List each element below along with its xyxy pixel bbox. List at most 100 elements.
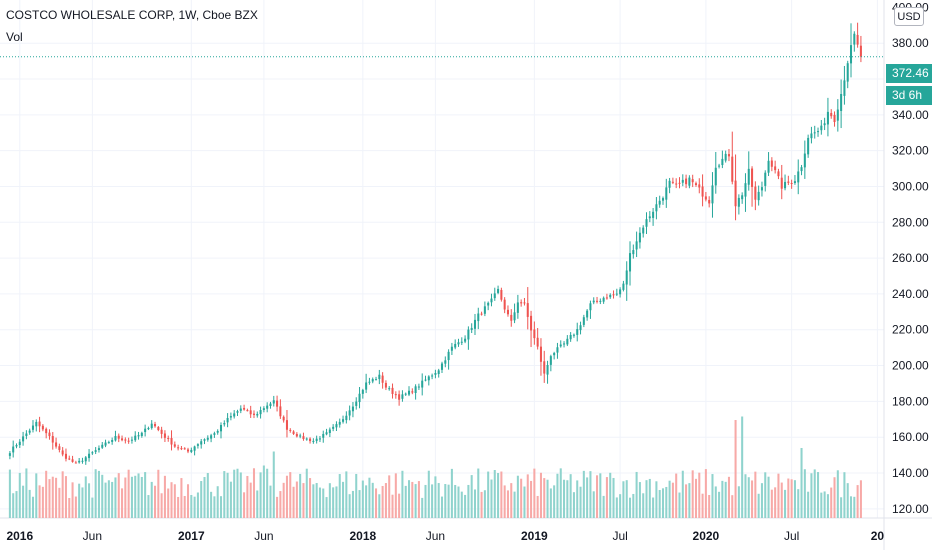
volume-bar	[177, 496, 180, 518]
volume-bar	[737, 486, 740, 518]
volume-bar	[190, 494, 193, 518]
volume-bar	[81, 487, 84, 518]
volume-bar	[553, 485, 556, 518]
candle-body	[859, 45, 862, 57]
volume-bar	[704, 469, 707, 518]
volume-bar	[111, 481, 114, 518]
candle-body	[31, 425, 35, 430]
candle-body	[88, 453, 91, 459]
candle-body	[8, 453, 11, 456]
candle-body	[68, 458, 71, 460]
candle-body	[371, 379, 374, 382]
volume-bar	[186, 484, 190, 518]
candle-body	[328, 429, 331, 433]
volume-bar	[295, 481, 298, 518]
volume-bar	[305, 468, 308, 518]
volume-bar	[744, 474, 747, 518]
candle-body	[635, 241, 638, 250]
volume-bar	[470, 475, 473, 518]
volume-bar	[302, 483, 305, 518]
candle-body	[190, 449, 193, 452]
candle-body	[460, 341, 463, 343]
candle-body	[58, 446, 61, 450]
volume-bar	[619, 494, 622, 518]
volume-bar	[764, 472, 767, 518]
volume-bar	[421, 497, 424, 518]
candle-body	[764, 172, 767, 186]
volume-bar	[694, 478, 698, 518]
candle-body	[810, 133, 813, 139]
candle-body	[101, 444, 104, 448]
volume-bar	[266, 468, 269, 518]
volume-bar	[543, 478, 546, 518]
volume-bar	[394, 473, 397, 518]
volume-bar	[68, 497, 71, 518]
candle-body	[648, 216, 651, 219]
volume-bar	[233, 469, 236, 518]
candle-body	[421, 380, 424, 388]
volume-bar	[770, 489, 773, 518]
price-tick-label: 280.00	[892, 215, 929, 229]
time-tick-label: 2019	[521, 529, 548, 543]
volume-bar	[526, 474, 529, 518]
volume-bar	[612, 477, 615, 518]
volume-bar	[698, 472, 701, 518]
volume-bar	[401, 470, 404, 518]
candle-body	[269, 403, 272, 406]
volume-bar	[94, 469, 97, 518]
volume-bar	[635, 471, 638, 518]
candle-body	[94, 450, 97, 452]
candle-body	[292, 431, 295, 434]
candle-body	[599, 300, 602, 302]
candle-body	[602, 297, 605, 302]
volume-bar	[793, 480, 796, 518]
candle-body	[483, 306, 486, 314]
volume-bar	[450, 468, 453, 518]
candle-body	[790, 182, 793, 184]
volume-bar	[299, 473, 302, 518]
time-tick-label: 20	[871, 529, 885, 543]
candle-body	[78, 460, 81, 463]
volume-bar	[55, 477, 58, 518]
candle-body	[35, 421, 38, 427]
candle-body	[464, 338, 467, 342]
candle-body	[572, 334, 575, 336]
volume-bar	[239, 472, 242, 518]
candle-body	[226, 417, 229, 423]
candle-body	[295, 433, 298, 437]
candle-body	[727, 154, 730, 157]
volume-bar	[147, 495, 150, 518]
candle-body	[737, 197, 740, 207]
volume-bar	[124, 477, 127, 518]
candle-body	[774, 166, 777, 171]
price-tick-label: 180.00	[892, 394, 929, 408]
candle-body	[751, 168, 754, 187]
candle-body	[332, 426, 335, 429]
candle-body	[849, 45, 853, 64]
candle-body	[111, 439, 114, 442]
candle-body	[279, 406, 282, 417]
volume-bar	[688, 483, 691, 518]
price-tick-label: 140.00	[892, 466, 929, 480]
candle-body	[592, 300, 595, 303]
currency-button[interactable]: USD	[894, 7, 924, 26]
candle-body	[833, 114, 836, 123]
volume-bar	[774, 487, 777, 518]
candle-body	[216, 430, 219, 433]
candle-body	[351, 406, 354, 412]
volume-bar	[279, 491, 282, 518]
volume-bar	[276, 496, 279, 518]
candle-body	[467, 329, 470, 340]
volume-bar	[516, 475, 519, 518]
candle-body	[157, 427, 160, 431]
volume-bar	[154, 485, 157, 518]
candle-body	[223, 423, 226, 425]
candle-body	[797, 171, 800, 183]
volume-bar	[701, 493, 704, 518]
candle-body	[97, 448, 100, 451]
candle-body	[447, 351, 450, 361]
candle-body	[473, 319, 477, 329]
volume-bar	[404, 485, 407, 518]
volume-bar	[325, 497, 328, 518]
